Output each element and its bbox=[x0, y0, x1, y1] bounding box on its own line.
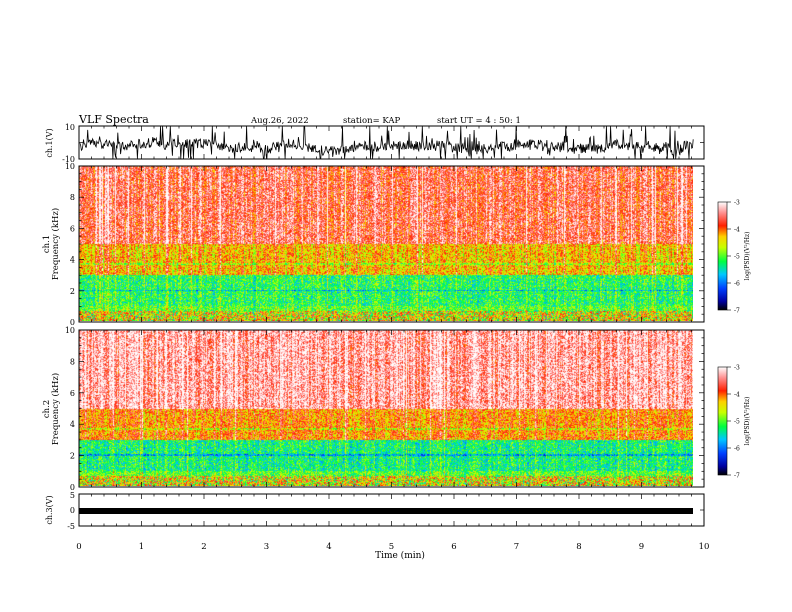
colorbar-tick-label: -6 bbox=[734, 281, 740, 288]
ch2-spectrogram-ylabel-channel: ch.2 bbox=[42, 400, 52, 418]
ch2-spectrogram-panel: 10 8 6 4 2 0 ch.2 Frequency (kHz) bbox=[42, 326, 705, 492]
x-tick-label: 1 bbox=[139, 542, 144, 552]
y-tick-label: 10 bbox=[65, 326, 75, 335]
x-axis-tick-labels: 0 1 2 3 4 5 6 7 8 9 10 bbox=[76, 542, 709, 552]
ch1-spectrogram-yticks: 10 8 6 4 2 0 bbox=[65, 162, 704, 327]
start-ut-label: start UT = 4 : 50: 1 bbox=[437, 116, 521, 126]
ch1-waveform-ylabel: ch.1(V) bbox=[45, 128, 54, 157]
x-tick-label: 0 bbox=[76, 542, 81, 552]
figure-title: VLF Spectra bbox=[78, 113, 149, 126]
ch1-spectrogram-panel: 10 8 6 4 2 0 ch.1 Frequency (kHz) bbox=[42, 162, 705, 327]
ch3-waveform-panel: 5 0 -5 ch.3(V) bbox=[45, 491, 705, 531]
ch1-waveform-panel: 10 -10 ch.1(V) bbox=[45, 123, 705, 164]
ch3-ytick-bottom: -5 bbox=[67, 522, 75, 531]
ch3-ytick-top: 5 bbox=[70, 491, 75, 500]
x-tick-label: 4 bbox=[326, 542, 331, 552]
ch2-spectrogram-xticks bbox=[78, 330, 705, 487]
ch2-spectrogram-ylabel: Frequency (kHz) bbox=[50, 373, 61, 445]
ch2-colorbar-bar bbox=[717, 366, 728, 476]
y-tick-label: 4 bbox=[70, 420, 75, 429]
colorbar-tick-label: -7 bbox=[734, 308, 740, 315]
x-tick-label: 10 bbox=[699, 542, 710, 552]
x-tick-label: 8 bbox=[576, 542, 581, 552]
ch2-spectrogram-image bbox=[79, 330, 693, 486]
ch2-colorbar: -3 -4 -5 -6 -7 log(PSD)(V²/Hz) bbox=[717, 365, 751, 480]
ch3-waveform-ticks bbox=[78, 493, 705, 527]
colorbar-tick-label: -3 bbox=[734, 200, 740, 207]
ch1-spectrogram-ylabel-channel: ch.1 bbox=[42, 235, 52, 253]
x-tick-label: 3 bbox=[264, 542, 269, 552]
ch3-waveform-ylabel: ch.3(V) bbox=[45, 495, 54, 524]
ch1-spectrogram-xticks bbox=[78, 166, 705, 322]
ch1-colorbar: -3 -4 -5 -6 -7 log(PSD)(V²/Hz) bbox=[717, 200, 751, 315]
station-label: station= KAP bbox=[343, 116, 401, 126]
colorbar-tick-label: -4 bbox=[734, 392, 740, 399]
ch2-colorbar-label: log(PSD)(V²/Hz) bbox=[744, 397, 751, 446]
ch3-ytick-mid: 0 bbox=[70, 506, 75, 515]
x-tick-label: 2 bbox=[201, 542, 206, 552]
y-tick-label: 2 bbox=[70, 452, 75, 461]
colorbar-tick-label: -4 bbox=[734, 227, 740, 234]
ch1-colorbar-bar bbox=[717, 201, 728, 311]
ch1-waveform-trace bbox=[79, 125, 694, 159]
colorbar-tick-label: -7 bbox=[734, 473, 740, 480]
x-tick-label: 9 bbox=[639, 542, 644, 552]
ch1-ytick-top: 10 bbox=[65, 123, 75, 132]
y-tick-label: 8 bbox=[70, 357, 75, 366]
y-tick-label: 10 bbox=[65, 162, 75, 171]
ch1-colorbar-ticks: -3 -4 -5 -6 -7 bbox=[727, 200, 740, 315]
x-axis-label: Time (min) bbox=[375, 550, 425, 561]
ch2-spectrogram-yticks: 10 8 6 4 2 0 bbox=[65, 326, 704, 492]
ch1-colorbar-label: log(PSD)(V²/Hz) bbox=[744, 232, 751, 281]
y-tick-label: 2 bbox=[70, 287, 75, 296]
y-tick-label: 4 bbox=[70, 256, 75, 265]
x-tick-label: 5 bbox=[389, 542, 394, 552]
ch1-ytick-bottom: -10 bbox=[62, 155, 75, 164]
colorbar-tick-label: -5 bbox=[734, 419, 740, 426]
colorbar-tick-label: -5 bbox=[734, 254, 740, 261]
y-tick-label: 0 bbox=[70, 483, 75, 492]
ch3-waveform-trace bbox=[79, 508, 693, 514]
colorbar-tick-label: -6 bbox=[734, 446, 740, 453]
y-tick-label: 0 bbox=[70, 318, 75, 327]
y-tick-label: 6 bbox=[70, 389, 75, 398]
ch1-spectrogram-ylabel: Frequency (kHz) bbox=[50, 208, 61, 280]
y-tick-label: 6 bbox=[70, 224, 75, 233]
colorbar-tick-label: -3 bbox=[734, 365, 740, 372]
y-tick-label: 8 bbox=[70, 193, 75, 202]
ch1-waveform-ticks bbox=[78, 125, 705, 160]
x-tick-label: 6 bbox=[451, 542, 456, 552]
ch1-spectrogram-image bbox=[79, 166, 693, 321]
x-tick-label: 7 bbox=[514, 542, 519, 552]
date-label: Aug.26, 2022 bbox=[250, 116, 309, 126]
ch2-colorbar-ticks: -3 -4 -5 -6 -7 bbox=[727, 365, 740, 480]
